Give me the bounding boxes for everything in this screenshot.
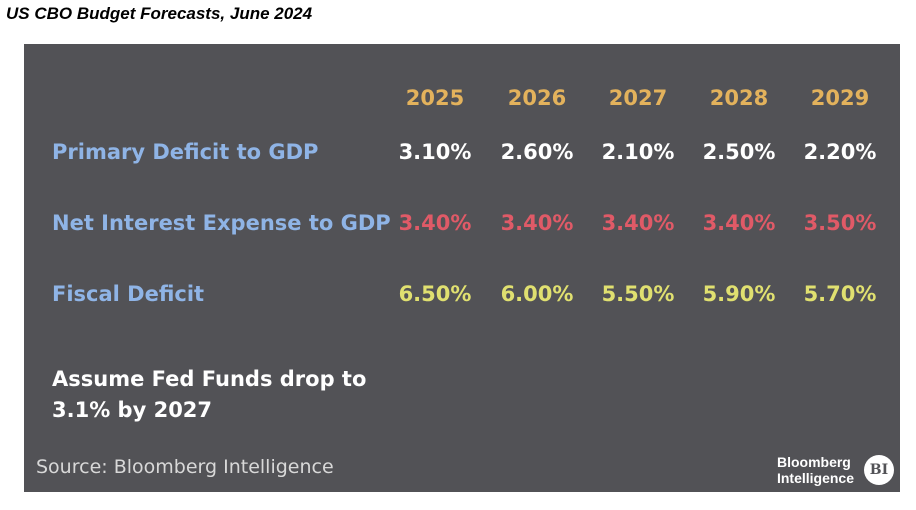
table-cell: 2.50% <box>702 140 776 164</box>
table-cell: 2.10% <box>601 140 675 164</box>
row-label: Net Interest Expense to GDP <box>52 211 391 235</box>
year-header: 2025 <box>405 86 465 110</box>
table-cell: 3.40% <box>500 211 574 235</box>
forecast-table-panel: 2025 2026 2027 2028 2029 Primary Deficit… <box>24 44 900 492</box>
table-cell: 2.60% <box>500 140 574 164</box>
brand-line-1: Bloomberg <box>776 454 851 470</box>
year-header: 2028 <box>709 86 769 110</box>
chart-title: US CBO Budget Forecasts, June 2024 <box>6 4 313 23</box>
table-cell: 5.70% <box>803 282 877 306</box>
row-label: Primary Deficit to GDP <box>52 140 319 164</box>
table-cell: 3.50% <box>803 211 877 235</box>
year-header: 2027 <box>608 86 668 110</box>
assumption-note: Assume Fed Funds drop to 3.1% by 2027 <box>52 367 367 422</box>
row-label: Fiscal Deficit <box>52 282 205 306</box>
table-cell: 2.20% <box>803 140 877 164</box>
table-cell: 3.40% <box>601 211 675 235</box>
year-header: 2029 <box>810 86 870 110</box>
table-cell: 6.50% <box>398 282 472 306</box>
bi-badge-icon: BI <box>864 455 894 485</box>
year-header: 2026 <box>507 86 567 110</box>
source-attribution: Source: Bloomberg Intelligence <box>36 456 334 478</box>
bloomberg-intelligence-logo: Bloomberg Intelligence <box>777 454 854 486</box>
table-cell: 3.40% <box>702 211 776 235</box>
table-cell: 5.90% <box>702 282 776 306</box>
table-cell: 6.00% <box>500 282 574 306</box>
table-cell: 3.40% <box>398 211 472 235</box>
table-cell: 5.50% <box>601 282 675 306</box>
table-cell: 3.10% <box>398 140 472 164</box>
brand-line-2: Intelligence <box>776 470 854 486</box>
